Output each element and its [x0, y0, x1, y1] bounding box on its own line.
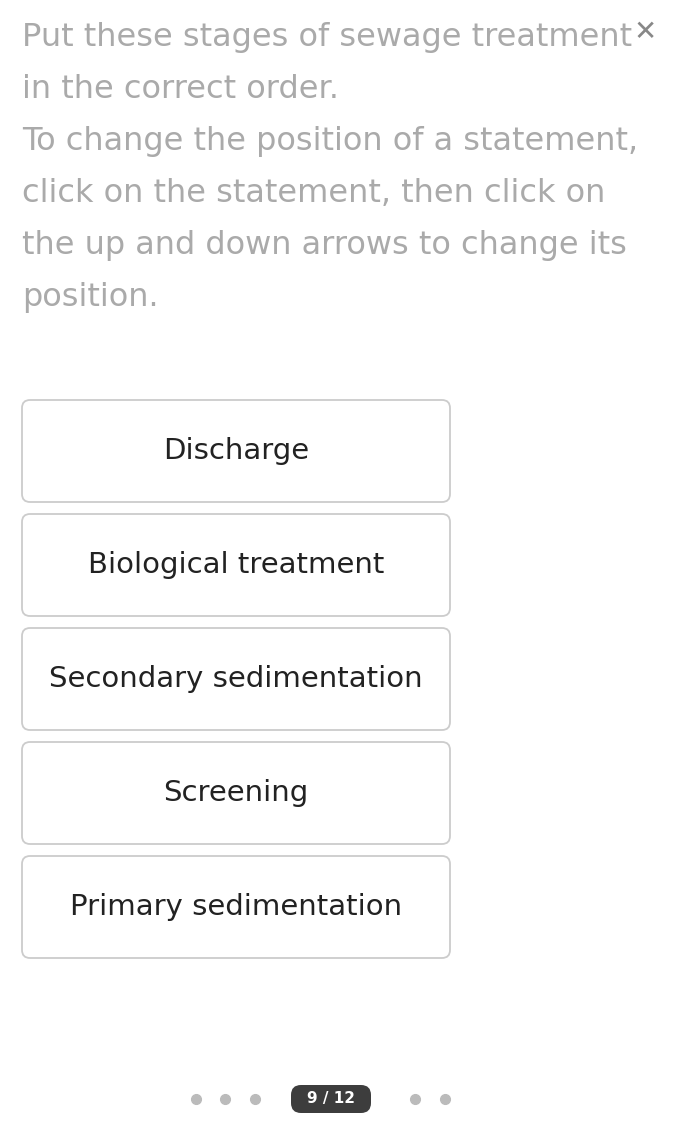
FancyBboxPatch shape [22, 742, 450, 844]
Text: Primary sedimentation: Primary sedimentation [70, 893, 402, 921]
Text: Screening: Screening [163, 779, 309, 807]
Text: Biological treatment: Biological treatment [88, 551, 384, 579]
Text: Discharge: Discharge [163, 437, 309, 465]
FancyBboxPatch shape [22, 514, 450, 617]
FancyBboxPatch shape [291, 1085, 371, 1113]
FancyBboxPatch shape [22, 400, 450, 502]
Text: Secondary sedimentation: Secondary sedimentation [49, 665, 423, 693]
Text: position.: position. [22, 282, 158, 313]
FancyBboxPatch shape [22, 856, 450, 958]
Text: 9 / 12: 9 / 12 [307, 1092, 355, 1106]
Text: click on the statement, then click on: click on the statement, then click on [22, 179, 605, 209]
Text: To change the position of a statement,: To change the position of a statement, [22, 126, 638, 157]
FancyBboxPatch shape [22, 628, 450, 730]
Text: ✕: ✕ [633, 18, 656, 46]
Text: in the correct order.: in the correct order. [22, 74, 339, 104]
Text: Put these stages of sewage treatment: Put these stages of sewage treatment [22, 22, 632, 53]
Text: the up and down arrows to change its: the up and down arrows to change its [22, 230, 627, 261]
